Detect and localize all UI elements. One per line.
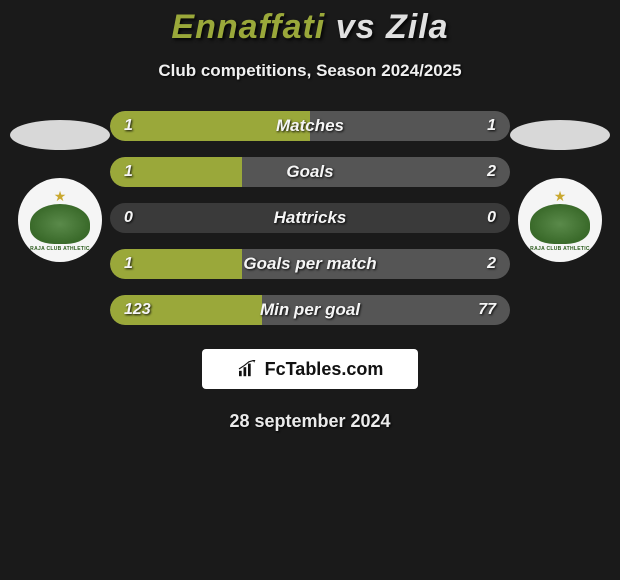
stat-row-mpg: 123 Min per goal 77 [110, 295, 510, 325]
stat-label: Min per goal [110, 300, 510, 320]
player1-club-badge: ★ RAJA CLUB ATHLETIC [18, 178, 102, 262]
brand-badge: FcTables.com [202, 349, 418, 389]
stat-label: Goals per match [110, 254, 510, 274]
crest-text: RAJA CLUB ATHLETIC [30, 246, 90, 252]
subtitle: Club competitions, Season 2024/2025 [0, 61, 620, 81]
brand-chart-icon [237, 360, 259, 378]
crest-star-icon: ★ [54, 188, 67, 205]
stat-label: Hattricks [110, 208, 510, 228]
stat-row-hattricks: 0 Hattricks 0 [110, 203, 510, 233]
comparison-title: Ennaffati vs Zila [0, 0, 620, 47]
crest-eagle-icon [30, 204, 90, 244]
player1-face-placeholder [10, 120, 110, 150]
brand-text: FcTables.com [265, 359, 384, 380]
stat-label: Goals [110, 162, 510, 182]
vs-label: vs [336, 8, 376, 46]
stat-value-right: 2 [487, 163, 496, 181]
stat-row-goals: 1 Goals 2 [110, 157, 510, 187]
player2-club-badge: ★ RAJA CLUB ATHLETIC [518, 178, 602, 262]
crest-eagle-icon [530, 204, 590, 244]
crest-star-icon: ★ [554, 188, 567, 205]
stat-value-right: 2 [487, 255, 496, 273]
player2-face-placeholder [510, 120, 610, 150]
stat-value-right: 0 [487, 209, 496, 227]
player2-name: Zila [386, 8, 449, 46]
stat-row-matches: 1 Matches 1 [110, 111, 510, 141]
date-label: 28 september 2024 [0, 411, 620, 432]
stat-label: Matches [110, 116, 510, 136]
stat-value-right: 77 [478, 301, 496, 319]
stat-value-right: 1 [487, 117, 496, 135]
crest-text: RAJA CLUB ATHLETIC [530, 246, 590, 252]
stat-row-gpm: 1 Goals per match 2 [110, 249, 510, 279]
club-crest-icon: ★ RAJA CLUB ATHLETIC [30, 190, 90, 250]
club-crest-icon: ★ RAJA CLUB ATHLETIC [530, 190, 590, 250]
player1-name: Ennaffati [171, 8, 325, 46]
